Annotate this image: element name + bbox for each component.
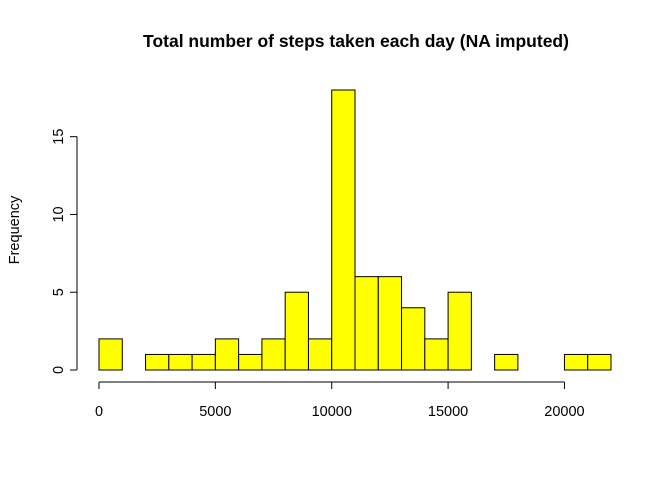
- y-tick-label: 5: [51, 288, 67, 296]
- y-tick-label: 10: [51, 206, 67, 222]
- x-tick-label: 0: [95, 404, 103, 420]
- histogram-bar-6: [238, 353, 263, 371]
- histogram-bar-17: [494, 353, 519, 371]
- histogram-bar-5: [214, 338, 240, 371]
- histogram-bar-9: [307, 338, 333, 371]
- histogram-bar-11: [354, 276, 379, 371]
- y-axis: 0 5 10 15: [51, 129, 78, 374]
- histogram-bar-12: [377, 276, 403, 371]
- x-axis: 0 5000 10000 15000 20000: [95, 381, 585, 420]
- histogram-bar-21: [587, 353, 612, 371]
- histogram-bar-10: [331, 89, 356, 371]
- histogram-bar-13: [401, 307, 426, 371]
- histogram-bar-15: [447, 291, 472, 371]
- x-tick-label: 10000: [312, 404, 352, 420]
- x-tick-label: 15000: [428, 404, 468, 420]
- histogram-bar-3: [168, 353, 193, 371]
- histogram-bar-0: [98, 338, 123, 371]
- y-tick-label: 0: [51, 366, 67, 374]
- histogram-bar-7: [261, 338, 286, 371]
- histogram-bar-2: [145, 353, 170, 371]
- histogram-bar-4: [191, 353, 216, 371]
- x-tick-label: 20000: [544, 404, 584, 420]
- x-tick-label: 5000: [199, 404, 231, 420]
- bars-group: [98, 89, 612, 371]
- histogram-bar-20: [563, 353, 589, 371]
- y-axis-label: Frequency: [7, 195, 23, 264]
- histogram-bar-8: [284, 291, 309, 371]
- chart-title: Total number of steps taken each day (NA…: [143, 31, 569, 51]
- y-tick-label: 15: [51, 129, 67, 145]
- histogram-bar-14: [424, 338, 449, 371]
